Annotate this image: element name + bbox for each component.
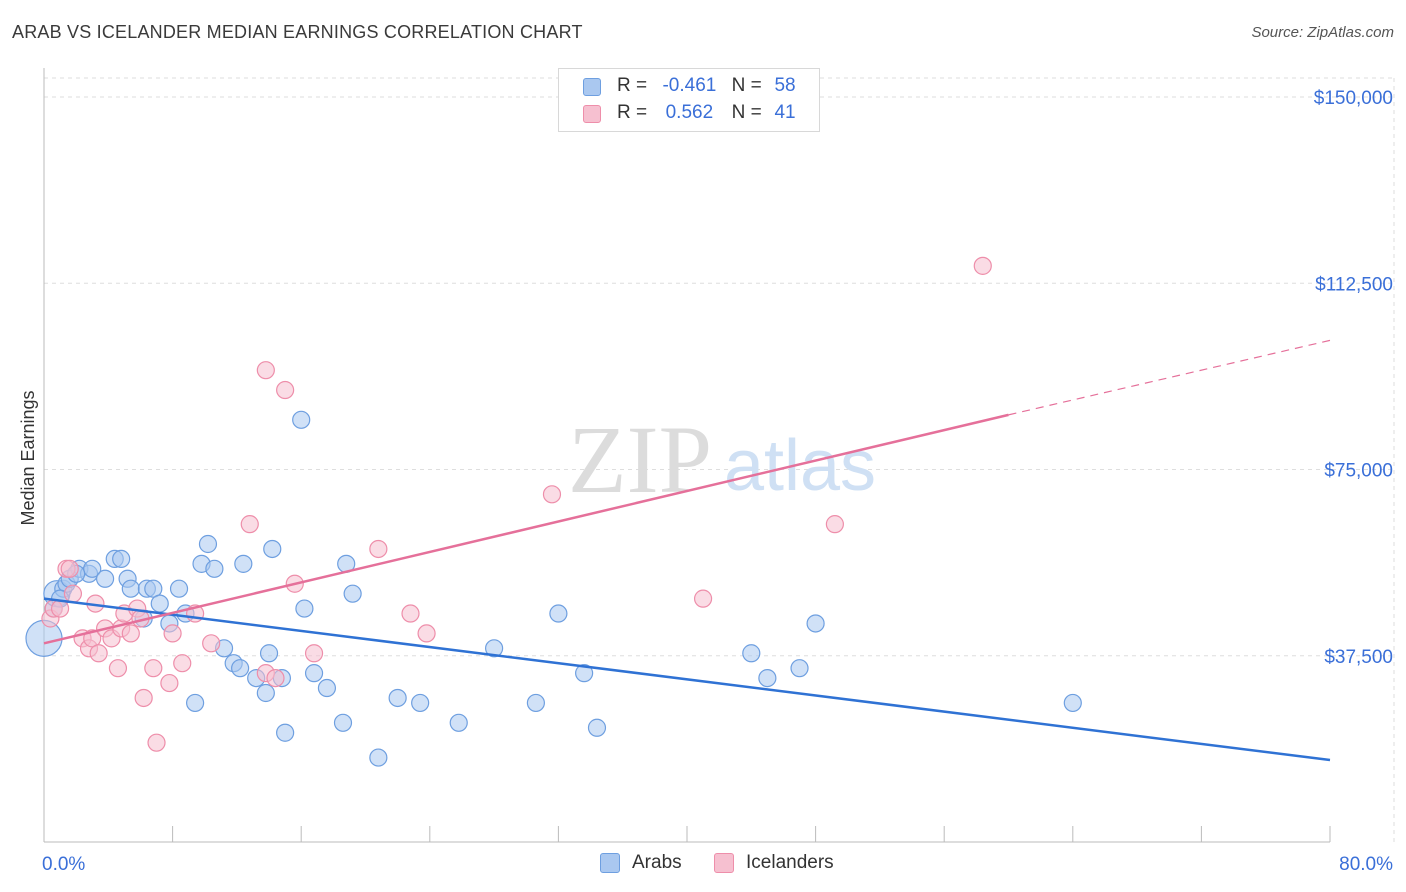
icelanders-point (144, 659, 163, 678)
icelanders-point (256, 361, 275, 380)
arabs-point (304, 664, 324, 683)
arabs-swatch (583, 78, 601, 96)
icelanders-point (163, 624, 182, 643)
correlation-legend: R = -0.461 N = 58 R = 0.562 N = 41 (558, 68, 820, 132)
icelanders-point (417, 624, 436, 643)
icelanders-point (160, 673, 179, 693)
arabs-r-value: -0.461 (662, 75, 717, 96)
icelanders-point (240, 515, 259, 534)
icelanders-legend-label: Icelanders (746, 852, 834, 873)
arabs-point (186, 693, 205, 713)
x-tick-label: 80.0% (1339, 854, 1393, 875)
icelanders-point (173, 654, 192, 673)
arabs-point (198, 534, 218, 554)
arabs-point (205, 559, 224, 578)
y-tick-label: $37,500 (1324, 647, 1393, 668)
arabs-point (256, 683, 275, 703)
icelanders-point (108, 659, 128, 678)
icelanders-point (60, 559, 79, 578)
watermark-atlas: atlas (724, 426, 876, 506)
axes (43, 68, 1331, 843)
arabs-point (295, 599, 314, 618)
icelanders-point (266, 668, 285, 688)
arabs-point (388, 688, 407, 708)
icelanders-point (973, 256, 992, 275)
arabs-point (234, 554, 253, 573)
arabs-point (259, 644, 279, 663)
arabs-legend-label: Arabs (632, 852, 682, 873)
arabs-point (95, 569, 115, 588)
arabs-point (276, 723, 295, 742)
icelanders-point (693, 589, 713, 608)
icelanders-point (147, 733, 166, 752)
arabs-point (790, 659, 809, 678)
icelanders-point (276, 380, 295, 400)
y-axis-label: Median Earnings (18, 390, 38, 525)
arabs-point (549, 604, 568, 623)
y-tick-label: $75,000 (1324, 461, 1393, 482)
watermark-zip: ZIP (568, 406, 712, 513)
arabs-point (1063, 693, 1082, 713)
arabs-point (369, 748, 388, 767)
arabs-point (150, 594, 169, 613)
arabs-point (25, 619, 63, 657)
icelanders-n-label: N = (731, 102, 762, 123)
gridlines (44, 77, 1395, 842)
arabs-point (758, 668, 777, 688)
arabs-point (231, 659, 250, 678)
icelanders-point (542, 485, 562, 504)
y-tick-label: $150,000 (1314, 88, 1393, 109)
arabs-point (121, 579, 140, 598)
icelanders-point (202, 634, 221, 653)
icelanders-point (304, 644, 324, 663)
trend-lines (43, 339, 1331, 762)
arabs-point (343, 584, 362, 603)
icelanders-r-value: 0.562 (665, 102, 714, 123)
data-points (25, 256, 1082, 767)
y-tick-label: $112,500 (1315, 274, 1393, 295)
arabs-point (112, 549, 131, 569)
arabs-point (317, 678, 337, 698)
arabs-r-label: R = (617, 75, 648, 96)
icelanders-r-label: R = (617, 102, 648, 123)
icelanders-point (369, 539, 388, 559)
icelanders-point (825, 515, 844, 534)
arabs-point (526, 693, 545, 713)
watermark: ZIP atlas (568, 406, 876, 513)
icelanders-trend-line (43, 413, 1009, 645)
arabs-point (449, 713, 468, 732)
arabs-point (411, 693, 430, 713)
legend-icelanders-text: R = 0.562 N = 41 (617, 102, 803, 124)
icelanders-trend-extension (1008, 339, 1331, 416)
arabs-point (587, 718, 607, 737)
icelanders-point (89, 644, 108, 663)
arabs-point (575, 664, 594, 683)
icelanders-point (134, 688, 153, 708)
legend-arabs-text: R = -0.461 N = 58 (617, 75, 803, 97)
source-label: Source: ZipAtlas.com (1251, 24, 1394, 41)
icelanders-point (401, 604, 420, 623)
icelanders-point (63, 584, 83, 603)
chart-title: ARAB VS ICELANDER MEDIAN EARNINGS CORREL… (12, 22, 583, 42)
icelanders-n-value: 41 (774, 102, 796, 123)
arabs-point (742, 644, 761, 663)
icelanders-point (121, 624, 140, 643)
icelanders-swatch (583, 105, 601, 123)
arabs-point (485, 639, 504, 658)
arabs-point (806, 614, 825, 633)
arabs-point (169, 579, 189, 598)
arabs-point (333, 713, 353, 732)
tick-labels: $37,500 $75,000 $112,500 $150,000 0.0% 80.0% (42, 88, 1393, 875)
arabs-n-label: N = (731, 75, 762, 96)
arabs-legend-swatch (600, 853, 620, 873)
arabs-trend-line (43, 597, 1331, 762)
x-tick-label: 0.0% (42, 854, 85, 875)
arabs-point (292, 410, 311, 429)
icelanders-legend-swatch (714, 853, 734, 873)
arabs-n-value: 58 (774, 75, 796, 96)
arabs-point (263, 539, 282, 559)
